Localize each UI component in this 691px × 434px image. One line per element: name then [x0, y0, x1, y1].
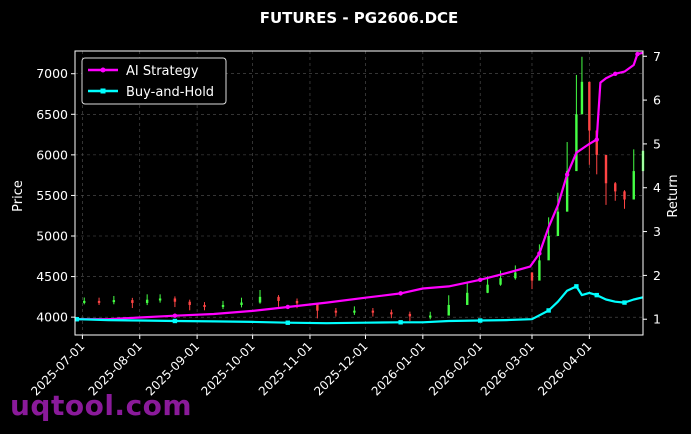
y2-axis-label: Return — [666, 174, 681, 217]
price-candle — [580, 81, 584, 115]
buy-and-hold-point — [285, 320, 290, 325]
price-candle — [575, 114, 578, 172]
price-candle — [240, 302, 243, 305]
price-candle — [158, 298, 162, 301]
y2-tick-label: 1 — [653, 312, 661, 327]
price-candle — [145, 299, 149, 303]
price-candle — [408, 313, 412, 317]
buy-and-hold-point — [398, 320, 403, 325]
y-tick-label: 6000 — [36, 147, 68, 162]
price-candle — [295, 300, 299, 304]
ai-strategy-point — [613, 71, 618, 76]
y-tick-label: 4500 — [36, 269, 68, 284]
price-candle — [258, 296, 262, 303]
price-candle — [131, 300, 134, 303]
legend-ai-label: AI Strategy — [126, 64, 199, 79]
ai-strategy-point — [398, 291, 403, 296]
ai-strategy-point — [172, 313, 178, 318]
y-tick-label: 4000 — [36, 310, 68, 325]
buy-and-hold-line — [76, 285, 644, 325]
price-candle — [538, 260, 541, 281]
price-candle — [112, 300, 116, 303]
buy-and-hold-point — [172, 318, 178, 324]
price-candle — [83, 300, 86, 303]
price-candle — [595, 130, 598, 155]
price-candle — [353, 310, 356, 313]
y2-tick-label: 3 — [653, 224, 661, 239]
legend: AI Strategy Buy-and-Hold — [81, 57, 227, 105]
price-candle — [203, 304, 206, 307]
ai-strategy-point — [564, 172, 570, 177]
y-tick-label: 6500 — [36, 107, 68, 122]
price-candle — [334, 310, 338, 313]
buy-and-hold-point — [622, 300, 627, 305]
legend-bh-label: Buy-and-Hold — [126, 85, 214, 100]
watermark: uqtool.com — [10, 389, 193, 422]
price-candle — [466, 292, 469, 305]
price-candle — [447, 304, 450, 316]
plot-frame — [74, 50, 644, 336]
buy-and-hold-point — [477, 318, 483, 323]
chart-title: FUTURES - PG2606.DCE — [260, 9, 459, 27]
y-tick-label: 5500 — [36, 188, 68, 203]
price-candle — [565, 171, 569, 212]
buy-and-hold-point — [574, 284, 579, 289]
ai-strategy-point — [537, 251, 542, 256]
y2-tick-label: 4 — [653, 180, 661, 195]
legend-ai-marker — [100, 67, 106, 73]
price-candle — [390, 312, 393, 315]
price-candle — [556, 211, 560, 237]
price-candle — [277, 296, 280, 301]
price-candle — [188, 301, 191, 305]
price-candle — [173, 298, 177, 302]
ai-strategy-point — [285, 304, 290, 310]
price-candle — [221, 304, 225, 307]
buy-and-hold-point — [546, 308, 551, 313]
y-tick-label: 7000 — [36, 66, 68, 81]
ai-strategy-point — [635, 51, 640, 57]
y-axis-label: Price — [11, 180, 26, 212]
price-candle — [604, 154, 608, 184]
price-candle — [316, 303, 319, 311]
ai-strategy-point — [594, 137, 599, 142]
price-candle — [97, 300, 101, 303]
price-candle — [623, 191, 626, 200]
price-candle — [486, 284, 489, 293]
buy-and-hold-point — [594, 292, 599, 298]
y-tick-label: 5000 — [36, 229, 68, 244]
y2-tick-label: 6 — [653, 93, 661, 108]
price-candle — [530, 272, 534, 281]
y2-tick-label: 2 — [653, 268, 661, 283]
y2-tick-label: 5 — [653, 136, 661, 151]
buy-and-hold-point — [74, 317, 80, 322]
price-candle — [429, 315, 432, 318]
legend-bh-marker — [100, 88, 106, 94]
ai-strategy-line — [76, 51, 644, 321]
price-candle — [514, 272, 517, 279]
ai-strategy-point — [477, 277, 483, 282]
price-candle — [371, 310, 375, 313]
price-candle — [499, 278, 502, 285]
price-candle — [547, 236, 550, 261]
price-candle — [632, 171, 635, 200]
price-candle — [614, 183, 617, 192]
y2-tick-label: 7 — [653, 49, 661, 64]
price-candle — [588, 81, 591, 131]
